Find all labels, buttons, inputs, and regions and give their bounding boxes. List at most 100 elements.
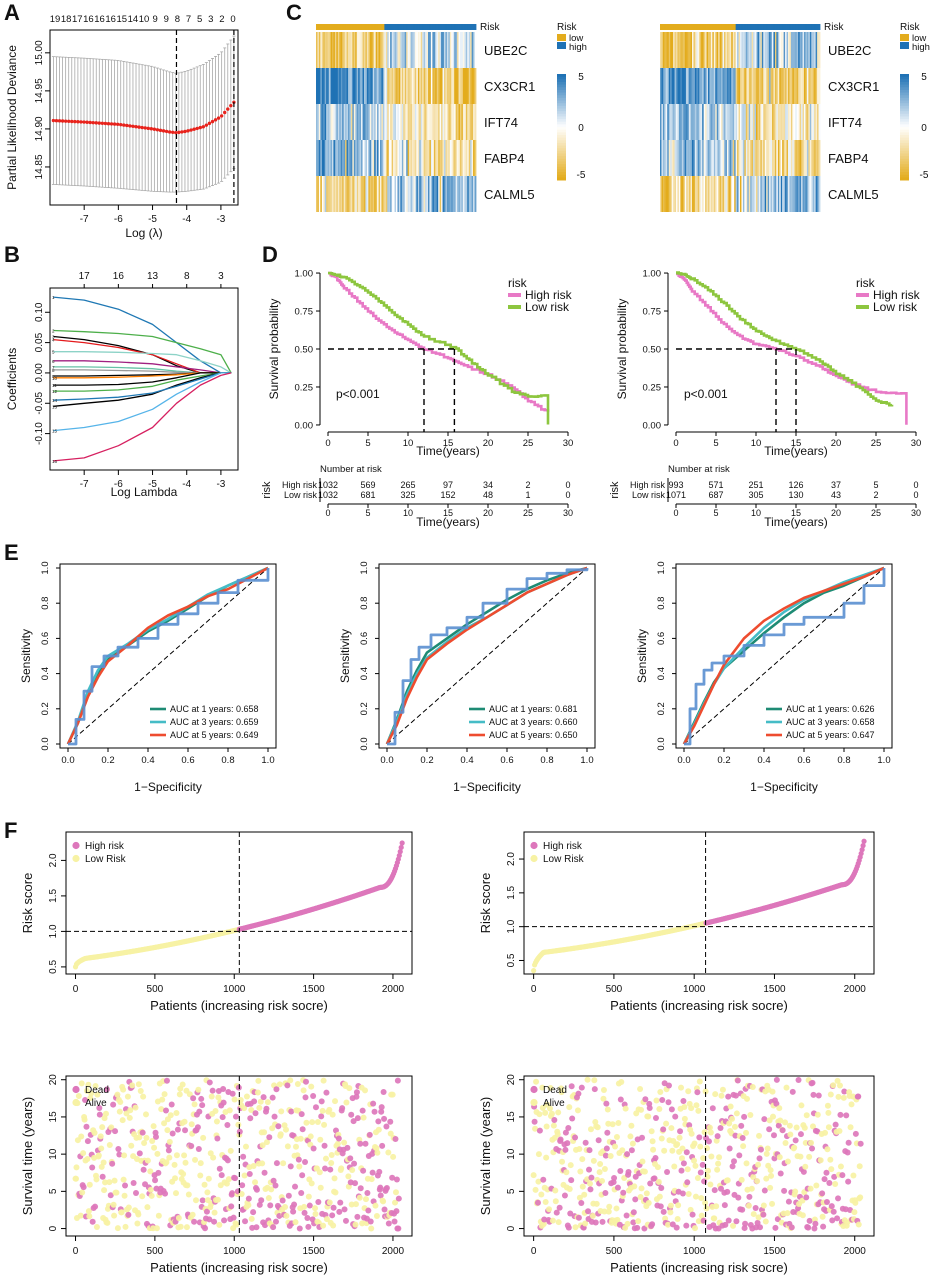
y-axis-label: Survival probability <box>615 299 629 400</box>
dead-point <box>617 1168 623 1174</box>
alive-point <box>808 1140 814 1146</box>
alive-point <box>332 1189 338 1195</box>
dead-point <box>846 1140 852 1146</box>
legend-label: Dead <box>543 1085 567 1096</box>
alive-point <box>193 1197 199 1203</box>
f-chart-1: 0 500 1000 1500 20000.51.01.52.0Patients (in… <box>20 832 412 1013</box>
y-tick-label: 14.90 <box>34 116 45 141</box>
x-tick-label: 500 <box>606 984 623 995</box>
alive-point <box>301 1204 307 1210</box>
dead-point <box>313 1104 319 1110</box>
alive-point <box>671 1164 677 1170</box>
alive-point <box>615 1120 621 1126</box>
deviance-point <box>137 125 140 128</box>
dead-point <box>153 1134 159 1140</box>
dead-point <box>576 1215 582 1221</box>
legend-label: AUC at 1 years: 0.626 <box>786 704 875 714</box>
alive-point <box>111 1202 117 1208</box>
alive-point <box>659 1136 665 1142</box>
alive-point <box>256 1105 262 1111</box>
alive-point <box>744 1096 750 1102</box>
dead-point <box>370 1101 376 1107</box>
dead-point <box>89 1165 95 1171</box>
dead-point <box>199 1102 205 1108</box>
dead-point <box>273 1219 279 1225</box>
dead-point <box>394 1177 400 1183</box>
dead-point <box>339 1105 345 1111</box>
alive-point <box>550 1218 556 1224</box>
risk-count: 48 <box>483 490 493 500</box>
alive-point <box>86 1213 92 1219</box>
dead-point <box>392 1136 398 1142</box>
heat-cell <box>819 104 821 140</box>
y-axis-label: Risk score <box>478 873 493 934</box>
alive-point <box>739 1177 745 1183</box>
alive-point <box>80 1150 86 1156</box>
x-axis-label: 1−Specificity <box>750 780 818 794</box>
alive-point <box>543 1155 549 1161</box>
alive-point <box>725 1177 731 1183</box>
deviance-point <box>64 119 67 122</box>
alive-point <box>353 1201 359 1207</box>
dead-point <box>568 1177 574 1183</box>
p-value: p<0.001 <box>336 387 380 401</box>
y-tick-label: 10 <box>506 1148 517 1160</box>
alive-point <box>242 1173 248 1179</box>
x-tick-label: 1500 <box>763 984 786 995</box>
x-tick-label: 0.6 <box>797 755 810 766</box>
alive-point <box>756 1133 762 1139</box>
alive-point <box>631 1183 637 1189</box>
alive-point <box>856 1221 862 1227</box>
alive-point <box>308 1084 314 1090</box>
x-tick-label: 1000 <box>223 984 246 995</box>
f-chart-4: 0 500 1000 1500 200005101520Patients (increa… <box>478 1074 874 1275</box>
alive-point <box>601 1087 607 1093</box>
alive-point <box>184 1182 190 1188</box>
heatmap-1: RiskUBE2CCX3CR1IFT74FABP4CALML5Risklowhi… <box>316 22 587 212</box>
dead-point <box>706 1138 712 1144</box>
alive-point <box>212 1210 218 1216</box>
alive-point <box>707 1181 713 1187</box>
top-tick-label: 16 <box>105 14 116 25</box>
alive-point <box>685 1088 691 1094</box>
alive-point <box>597 1161 603 1167</box>
alive-point <box>255 1090 261 1096</box>
deviance-point <box>119 123 122 126</box>
dead-point <box>266 1134 272 1140</box>
alive-point <box>575 1107 581 1113</box>
dead-point <box>198 1096 204 1102</box>
alive-point <box>243 1144 249 1150</box>
dead-point <box>660 1126 666 1132</box>
panel-letter-c: C <box>286 0 302 25</box>
dead-point <box>170 1130 176 1136</box>
dead-point <box>112 1128 118 1134</box>
dead-point <box>273 1182 279 1188</box>
alive-point <box>770 1089 776 1095</box>
legend-swatch <box>530 855 537 862</box>
dead-point <box>302 1210 308 1216</box>
km-curve-low <box>676 273 892 406</box>
dead-point <box>190 1095 196 1101</box>
x-tick-label: 0.4 <box>757 755 770 766</box>
alive-point <box>343 1100 349 1106</box>
deviance-point <box>177 131 180 134</box>
alive-point <box>145 1158 151 1164</box>
x-tick-label: 2000 <box>382 984 405 995</box>
legend-label: Dead <box>85 1085 109 1096</box>
dead-point <box>807 1218 813 1224</box>
deviance-point <box>199 126 202 129</box>
legend-swatch <box>72 842 79 849</box>
top-tick-label: 16 <box>83 14 94 25</box>
dead-point <box>360 1168 366 1174</box>
high-risk-point <box>860 843 865 848</box>
dead-point <box>653 1115 659 1121</box>
alive-point <box>661 1148 667 1154</box>
alive-point <box>764 1151 770 1157</box>
dead-point <box>141 1167 147 1173</box>
risk-count: 681 <box>360 490 375 500</box>
dead-point <box>219 1172 225 1178</box>
alive-point <box>595 1124 601 1130</box>
coef-path <box>53 373 231 461</box>
x-tick-label: 1000 <box>223 1246 246 1257</box>
alive-point <box>770 1114 776 1120</box>
